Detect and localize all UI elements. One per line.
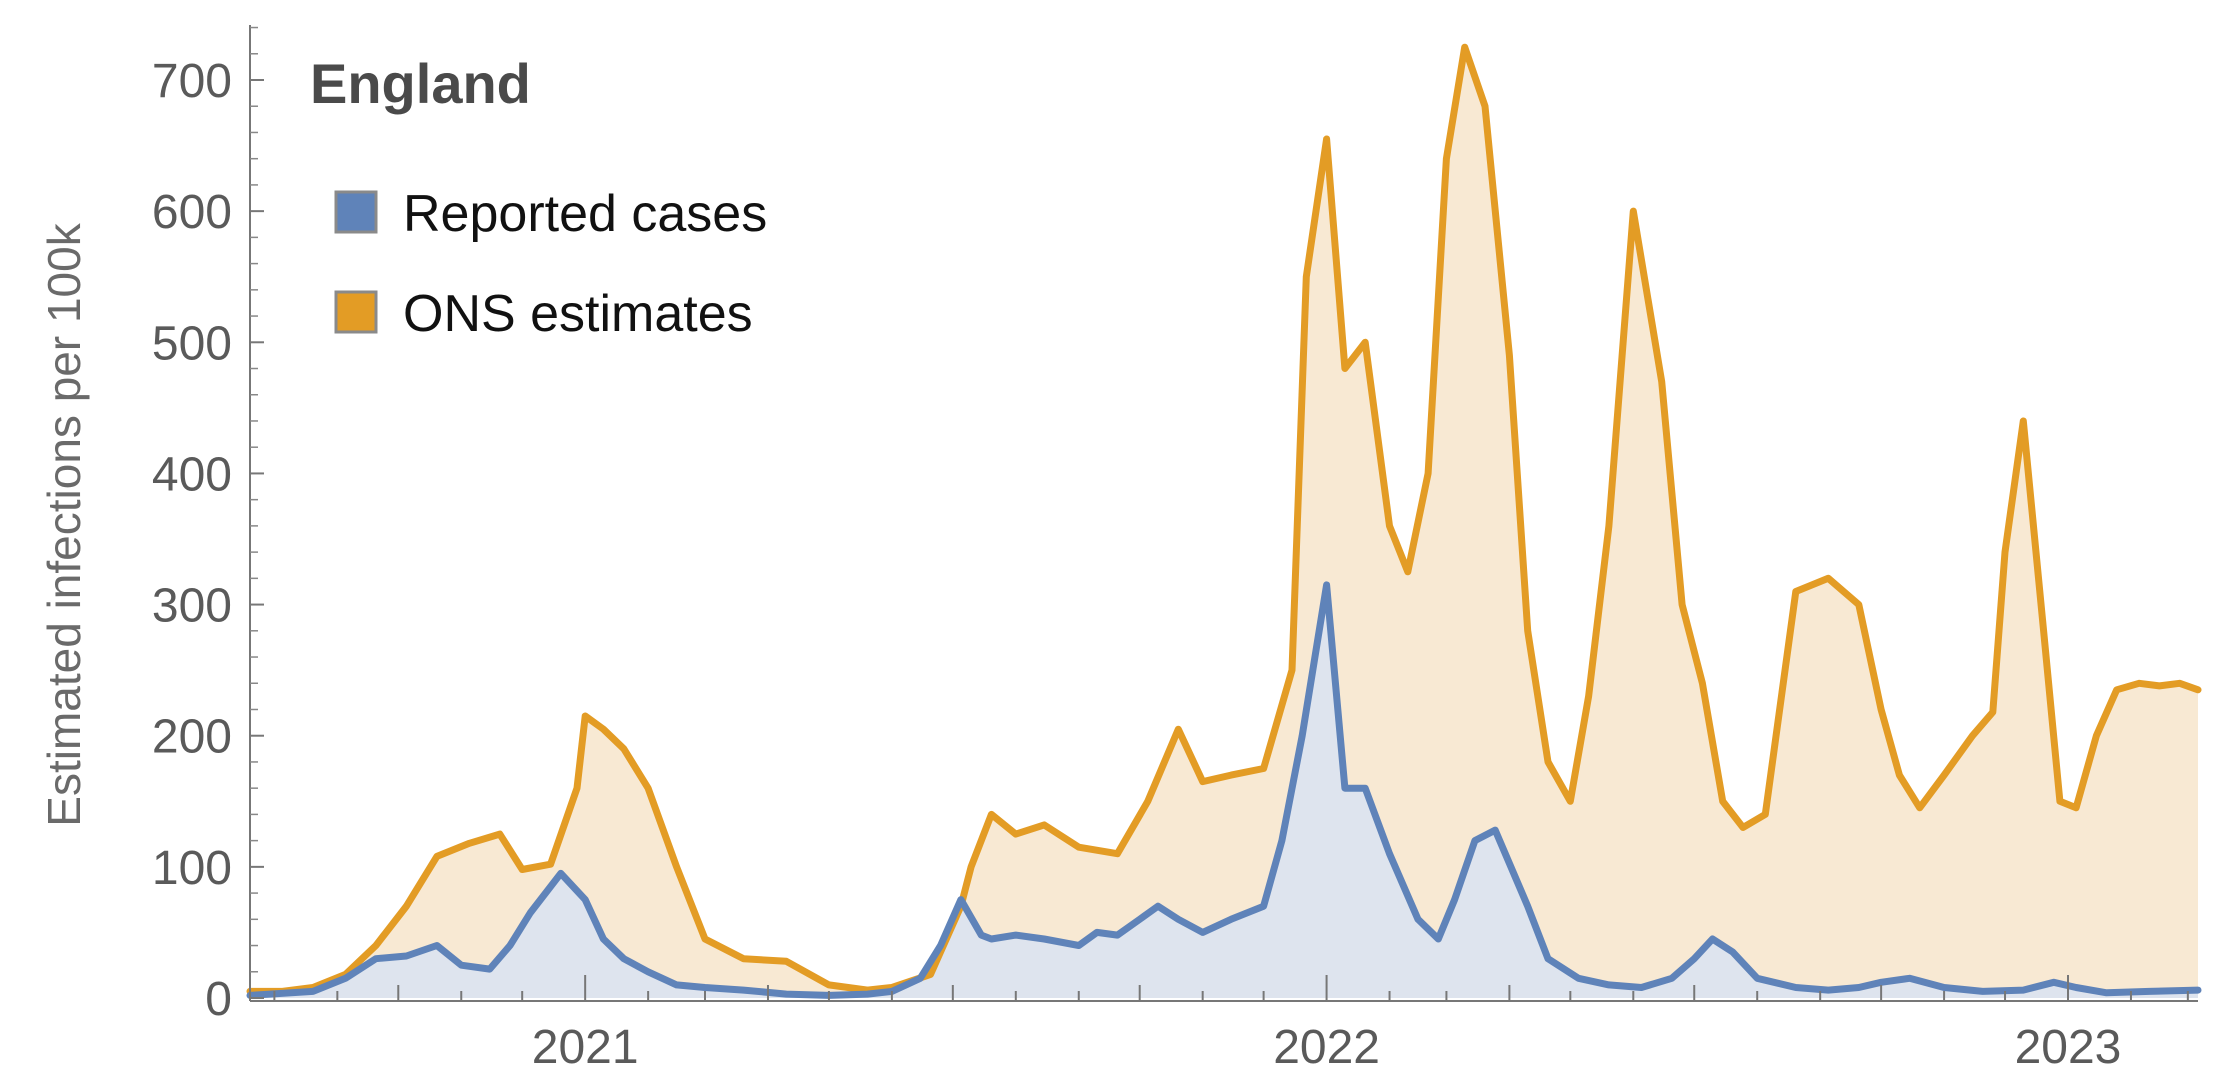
- series-fills: [250, 47, 2198, 998]
- y-tick-label: 400: [152, 448, 232, 501]
- series-lines: [246, 43, 2202, 999]
- y-tick-label: 700: [152, 55, 232, 108]
- legend: Reported cases ONS estimates: [334, 185, 767, 343]
- y-tick-label: 600: [152, 186, 232, 239]
- y-tick-label: 200: [152, 711, 232, 764]
- chart-title: England: [310, 52, 531, 115]
- x-tick-label: 2023: [2015, 1021, 2122, 1074]
- tick-labels: 0 100 200 300 400 500 600 700 2021 2022 2023: [152, 55, 2121, 1074]
- legend-swatch-ons-estimates: [334, 290, 378, 334]
- x-tick-label: 2022: [1273, 1021, 1380, 1074]
- legend-item-ons-estimates: ONS estimates: [334, 285, 753, 343]
- legend-item-reported-cases: Reported cases: [334, 185, 767, 243]
- y-tick-label: 500: [152, 317, 232, 370]
- y-axis-title: Estimated infections per 100k: [38, 222, 90, 826]
- x-tick-label: 2021: [532, 1021, 639, 1074]
- line-ons-estimates: [246, 43, 2202, 995]
- legend-label-ons-estimates: ONS estimates: [403, 285, 753, 343]
- area-reported-cases: [250, 584, 2198, 998]
- y-tick-label: 100: [152, 842, 232, 895]
- axes: [249, 25, 2198, 1002]
- y-tick-label: 300: [152, 580, 232, 633]
- legend-label-reported-cases: Reported cases: [403, 185, 767, 243]
- line-reported-cases: [246, 581, 2202, 999]
- legend-swatch-reported-cases: [334, 190, 378, 234]
- y-tick-label: 0: [205, 973, 232, 1026]
- area-ons-estimates: [250, 47, 2198, 998]
